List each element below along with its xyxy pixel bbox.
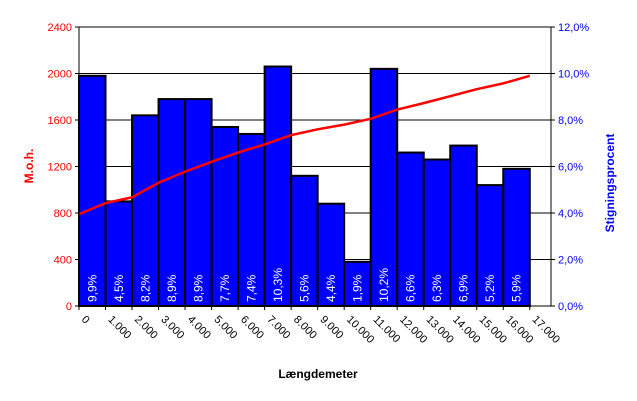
- left-axis-ticks: 0 400 800 1200 1600 2000 2400: [48, 22, 79, 313]
- left-tick-label: 800: [54, 208, 72, 220]
- bar-value-label: 5,9%: [510, 274, 524, 302]
- right-tick-label: 2,0%: [558, 255, 583, 267]
- elevation-line: [78, 74, 531, 216]
- left-tick-label: 2400: [48, 22, 72, 34]
- bar-value-label: 1,9%: [350, 274, 364, 302]
- bar-value-label: 9,9%: [85, 274, 99, 302]
- x-axis-title: Længdemeter: [278, 367, 358, 381]
- bar-value-label: 4,5%: [112, 274, 126, 302]
- bar-value-label: 6,9%: [456, 274, 470, 302]
- bar-series: [78, 65, 531, 308]
- bar: [237, 132, 266, 307]
- bar: [343, 260, 372, 308]
- bar: [290, 174, 319, 307]
- left-tick-label: 1200: [48, 162, 72, 174]
- right-axis-ticks: 0,0% 2,0% 4,0% 6,0% 8,0% 10,0% 12,0%: [551, 22, 589, 313]
- bar-value-label: 6,6%: [403, 274, 417, 302]
- bar-value-label: 8,9%: [191, 274, 205, 302]
- bar: [396, 151, 425, 307]
- bar: [502, 167, 531, 307]
- left-tick-label: 2000: [48, 69, 72, 81]
- bar-value-label: 4,4%: [324, 274, 338, 302]
- right-axis-title: Stigningsprocent: [603, 134, 617, 233]
- right-tick-label: 10,0%: [558, 69, 589, 81]
- right-tick-label: 8,0%: [558, 115, 583, 127]
- right-tick-label: 4,0%: [558, 208, 583, 220]
- bar-value-label: 10,3%: [271, 268, 285, 302]
- bar-value-label: 5,2%: [483, 274, 497, 302]
- bar: [475, 184, 505, 308]
- left-tick-label: 1600: [48, 115, 72, 127]
- bar-value-label: 7,4%: [244, 274, 258, 302]
- left-tick-label: 0: [66, 301, 72, 313]
- right-tick-label: 0,0%: [558, 301, 583, 313]
- bar-value-label: 7,7%: [218, 274, 232, 302]
- bar-value-label: 8,9%: [165, 274, 179, 302]
- left-axis-title: M.o.h.: [22, 149, 36, 184]
- right-tick-label: 6,0%: [558, 162, 583, 174]
- bar-value-label: 5,6%: [297, 274, 311, 302]
- bar-labels: 9,9% 4,5% 8,2% 8,9% 8,9% 7,7% 7,4% 10,3% 5,6% 4,4…: [85, 268, 523, 302]
- bar-value-label: 10,2%: [377, 268, 391, 302]
- bar: [78, 74, 107, 307]
- line-series: [78, 74, 531, 216]
- bar-value-label: 8,2%: [138, 274, 152, 302]
- right-tick-label: 12,0%: [558, 22, 589, 34]
- bar-value-label: 6,3%: [430, 274, 444, 302]
- left-tick-label: 400: [54, 255, 72, 267]
